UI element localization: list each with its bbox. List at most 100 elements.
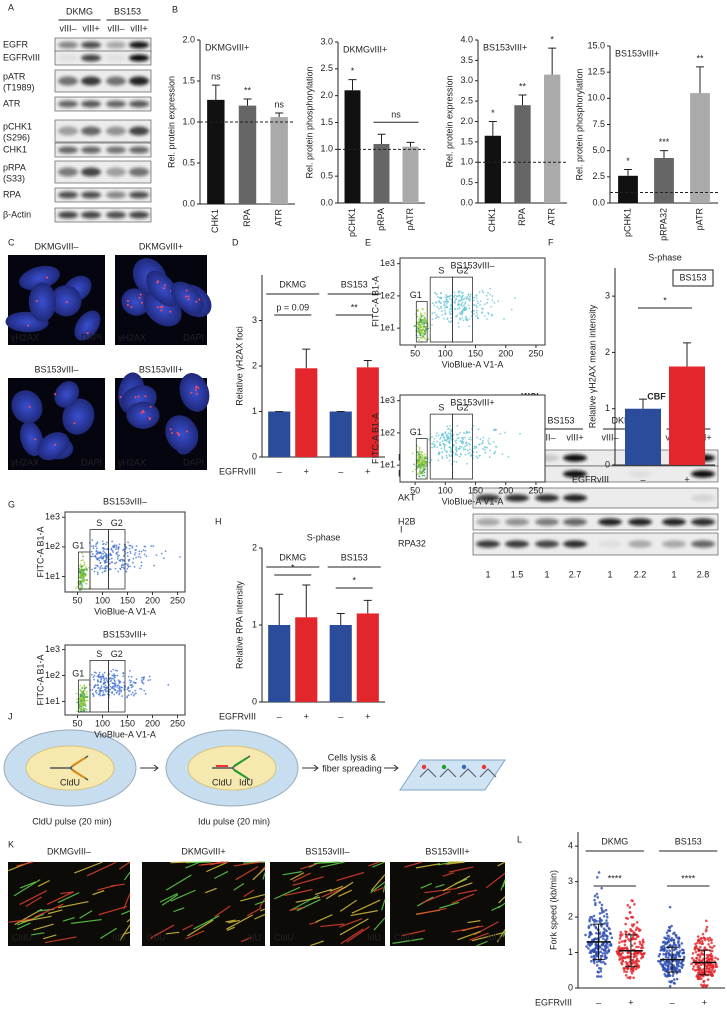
event-dot xyxy=(119,568,121,570)
event-dot xyxy=(458,326,460,328)
event-dot xyxy=(142,682,144,684)
x-tick-label: 100 xyxy=(95,718,110,728)
gate-label: G1 xyxy=(410,427,422,437)
foci xyxy=(34,438,36,440)
event-dot xyxy=(79,576,81,578)
event-dot xyxy=(422,475,424,477)
y-axis-label: Relative RPA intensity xyxy=(234,581,244,669)
x-tick-label: CHK1 xyxy=(210,209,220,233)
stain-label: DAPI xyxy=(183,332,204,342)
x-tick-label: 100 xyxy=(438,348,453,358)
event-dot xyxy=(454,292,456,294)
fiber-dot xyxy=(710,941,713,944)
event-dot xyxy=(444,446,446,448)
fiber-dot xyxy=(636,921,639,924)
event-dot xyxy=(458,301,460,303)
error-bar xyxy=(275,594,283,625)
event-dot xyxy=(101,565,103,567)
y-tick-label: 4.0 xyxy=(460,34,473,44)
event-dot xyxy=(441,451,443,453)
event-dot xyxy=(423,461,425,463)
x-tick-label: pCHK1 xyxy=(347,208,357,237)
foci xyxy=(54,393,56,395)
event-dot xyxy=(145,550,147,552)
fiber-dot xyxy=(619,937,622,940)
y-axis-label: Fork speed (kb/min) xyxy=(548,870,558,950)
foci xyxy=(197,387,199,389)
event-dot xyxy=(81,706,83,708)
foci xyxy=(130,306,132,308)
event-dot xyxy=(446,425,448,427)
fiber-dot xyxy=(708,969,711,972)
event-dot xyxy=(484,315,486,317)
event-dot xyxy=(115,568,117,570)
stain-label: γH2AX xyxy=(11,457,39,467)
y-tick-label: 3.0 xyxy=(320,36,333,46)
event-dot xyxy=(489,450,491,452)
event-dot xyxy=(99,689,101,691)
y-tick-label: 1 xyxy=(252,619,257,629)
event-dot xyxy=(459,440,461,442)
event-dot xyxy=(478,428,480,430)
foci xyxy=(36,300,38,302)
blot-row-label: pCHK1 xyxy=(3,121,32,131)
event-dot xyxy=(438,316,440,318)
event-dot xyxy=(103,555,105,557)
fiber-dot xyxy=(609,932,612,935)
event-dot xyxy=(468,438,470,440)
fiber-dot xyxy=(666,949,669,952)
error-bar xyxy=(302,349,310,368)
event-dot xyxy=(95,545,97,547)
significance-label: ** xyxy=(519,81,527,91)
blot-band xyxy=(662,540,686,547)
event-dot xyxy=(102,540,104,542)
blot-band xyxy=(106,212,126,219)
event-dot xyxy=(449,425,451,427)
event-dot xyxy=(458,303,460,305)
event-dot xyxy=(462,437,464,439)
event-dot xyxy=(446,451,448,453)
event-dot xyxy=(99,691,101,693)
event-dot xyxy=(167,684,169,686)
event-dot xyxy=(163,557,165,559)
event-dot xyxy=(153,565,155,567)
event-dot xyxy=(460,299,462,301)
y-tick-label: 1e1 xyxy=(380,460,395,470)
event-dot xyxy=(102,572,104,574)
diagram-caption: Cells lysis & xyxy=(328,752,377,762)
event-dot xyxy=(440,306,442,308)
chart-title: S-phase xyxy=(648,252,682,262)
x-axis-label: EGFRvIII xyxy=(219,466,256,476)
fiber-dot xyxy=(704,946,707,949)
diagram-caption: fiber spreading xyxy=(322,763,382,773)
fiber-dot xyxy=(587,947,590,950)
event-dot xyxy=(81,691,83,693)
event-dot xyxy=(443,301,445,303)
y-tick-label: 1e3 xyxy=(45,512,60,522)
bar xyxy=(330,412,352,458)
event-dot xyxy=(80,581,82,583)
x-tick-label: CHK1 xyxy=(487,208,497,232)
event-dot xyxy=(83,699,85,701)
stain-label: DAPI xyxy=(81,332,102,342)
image-title: DKMGvIII+ xyxy=(139,241,183,251)
event-dot xyxy=(419,333,421,335)
image-title: DKMGvIII– xyxy=(47,846,91,856)
blot-band xyxy=(691,518,715,525)
error-bar xyxy=(624,170,632,176)
bar xyxy=(295,368,317,457)
fiber-dot xyxy=(681,948,684,951)
event-dot xyxy=(76,586,78,588)
event-dot xyxy=(121,687,123,689)
fiber-dot xyxy=(597,971,600,974)
fiber-dot xyxy=(623,970,626,973)
fiber-dot xyxy=(627,976,630,979)
event-dot xyxy=(114,679,116,681)
fiber-dot xyxy=(617,953,620,956)
event-dot xyxy=(449,309,451,311)
fiber-dot xyxy=(608,949,611,952)
bar xyxy=(295,617,317,702)
x-tick-label: + xyxy=(304,466,309,476)
x-axis-label: VioBlue-A V1-A xyxy=(442,496,504,506)
x-tick-label: 50 xyxy=(72,718,82,728)
